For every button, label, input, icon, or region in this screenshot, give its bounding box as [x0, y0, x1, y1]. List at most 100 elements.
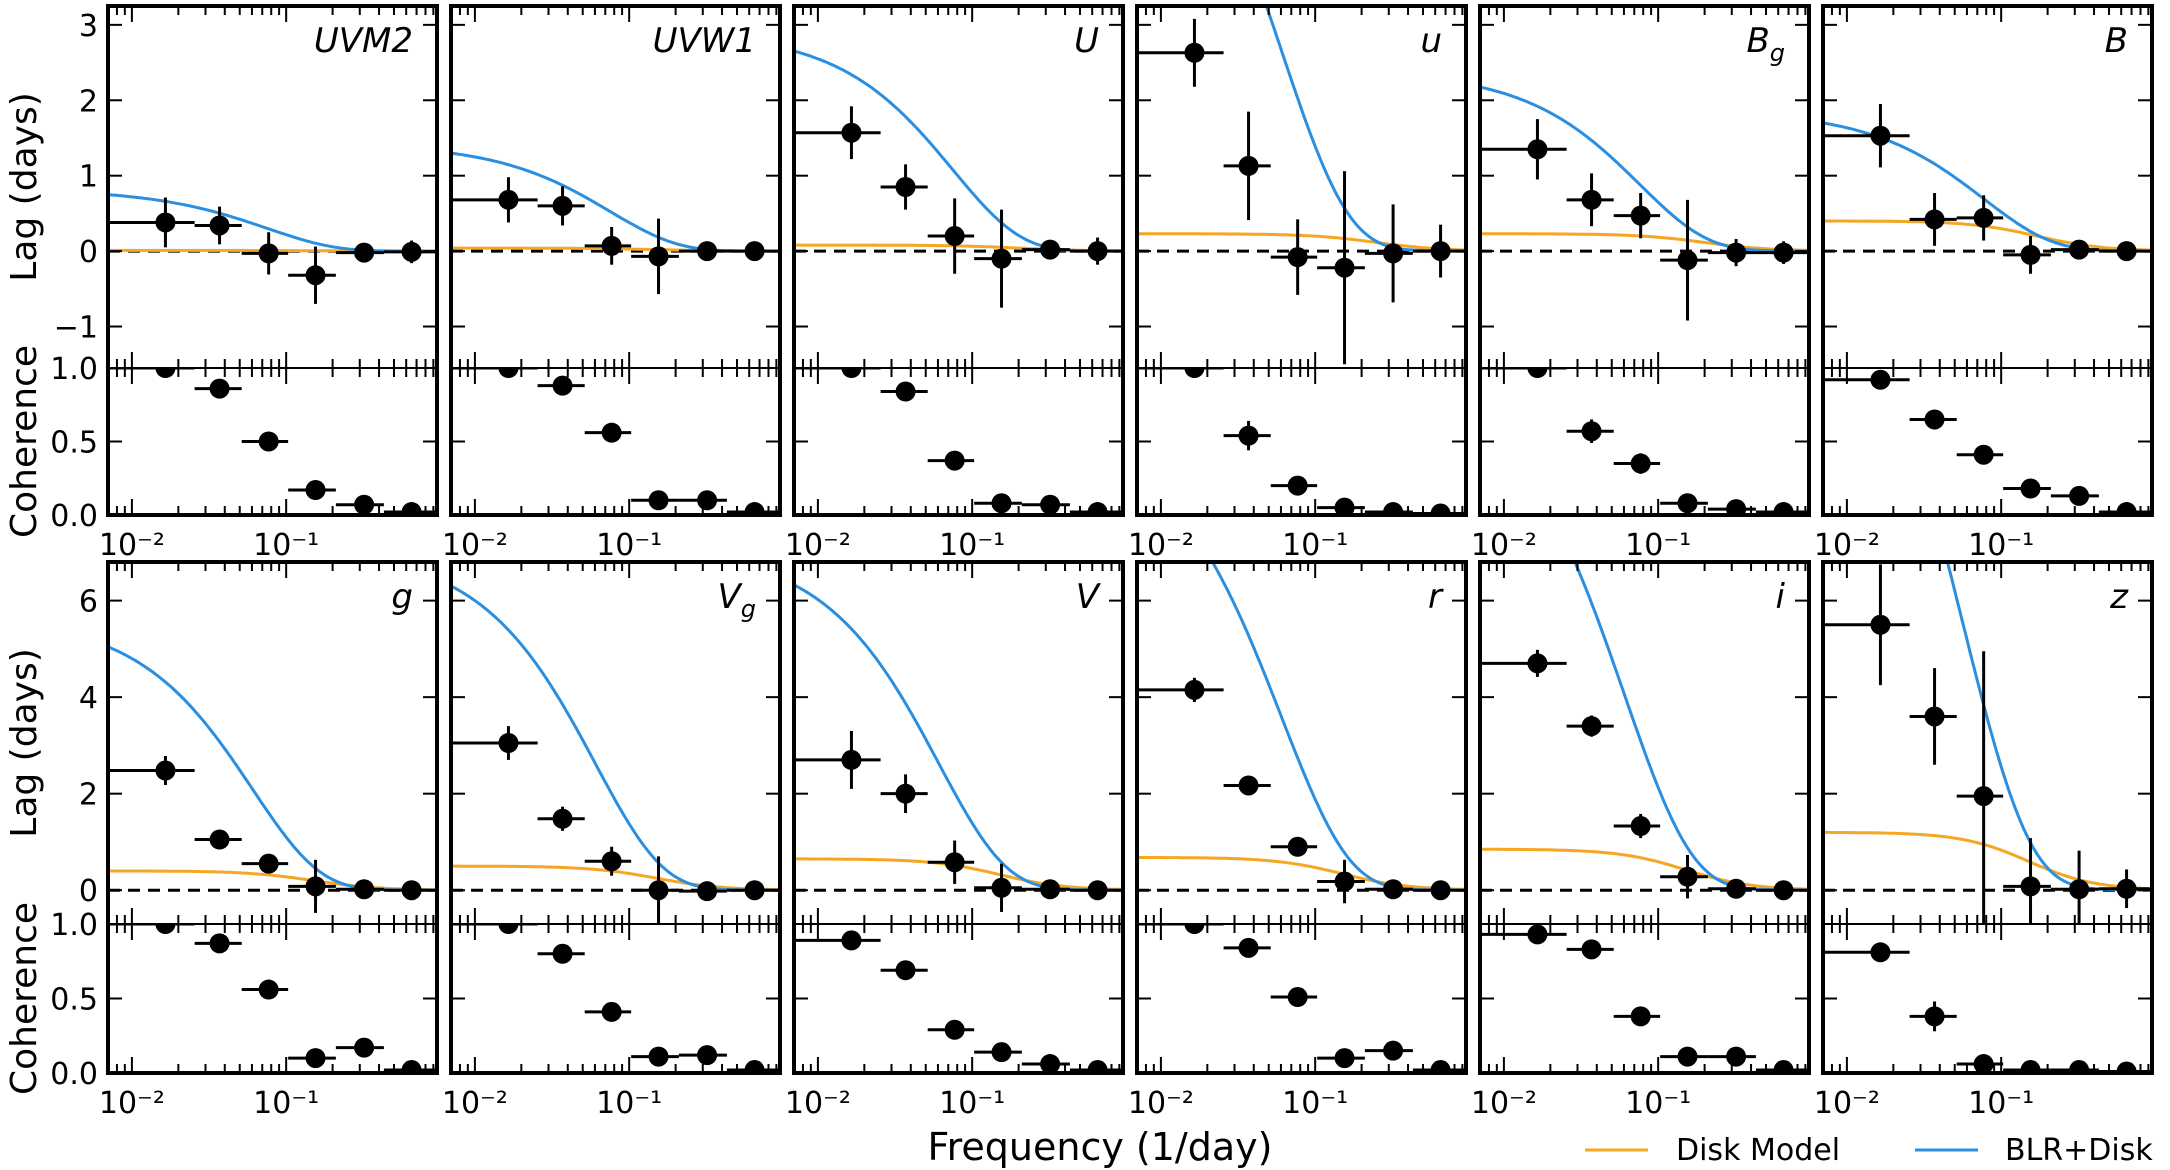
x-tick-label: 10⁻¹ [253, 1086, 319, 1121]
coherence-point [1909, 409, 1957, 430]
lag-y-tick-label: 0 [79, 235, 98, 270]
panel-frame [1821, 4, 2154, 517]
band-name: g [391, 577, 413, 617]
coherence-point [241, 431, 289, 452]
band-label: r [1428, 577, 1444, 617]
coh-marker [2069, 1060, 2090, 1073]
lag-marker [697, 881, 718, 902]
lag-point [288, 859, 336, 913]
panel-frame [449, 560, 782, 1075]
lag-marker [2116, 241, 2137, 262]
blr-disk-model-curve [108, 193, 437, 253]
panel-V-g: 10⁻² 10⁻¹ Vg [442, 560, 782, 1121]
lag-point [335, 879, 384, 900]
lag-marker [2116, 878, 2137, 899]
coh-marker [1087, 502, 1108, 515]
band-name: V [1076, 577, 1102, 617]
coh-marker [305, 480, 326, 501]
coh-marker [601, 1001, 622, 1022]
lag-marker [1581, 189, 1602, 210]
lag-marker [1773, 880, 1794, 901]
x-tick-label: 10⁻² [1128, 1086, 1194, 1121]
lag-marker [1334, 871, 1355, 892]
panel-UVM2: −1 0 1 2 3 0.0 0.5 1.0 10⁻² 10⁻¹ UVM2 [50, 4, 439, 563]
lag-marker [895, 783, 916, 804]
lag-point [678, 241, 727, 262]
lag-marker [155, 212, 176, 233]
lag-marker [552, 195, 573, 216]
coh-marker [1581, 939, 1602, 960]
band-label: Vg [718, 577, 757, 623]
coherence-point [1956, 1054, 2004, 1073]
legend: Disk Model BLR+Disk [1585, 1133, 2153, 1168]
lag-point [1270, 836, 1318, 857]
lag-marker [841, 749, 862, 770]
coh-marker [1870, 942, 1891, 963]
lag-axis-label: Lag (days) [4, 92, 45, 281]
coh-marker [498, 924, 519, 934]
disk-model-curve [451, 864, 780, 892]
lag-marker [2069, 879, 2090, 900]
coherence-point [927, 450, 975, 471]
coh-marker [155, 924, 176, 934]
coh-marker [552, 375, 573, 396]
lag-point [880, 774, 928, 813]
band-label: i [1776, 577, 1786, 617]
lag-marker [354, 242, 375, 263]
lag-marker [1184, 679, 1205, 700]
coherence-point [1069, 1060, 1122, 1073]
coh-marker [1087, 1060, 1108, 1073]
panel-u: 10⁻² 10⁻¹ u [1128, 4, 1468, 563]
lag-marker [552, 808, 573, 829]
lag-marker [648, 880, 669, 901]
lag-y-tick-label: −1 [54, 311, 98, 346]
coh-marker [1287, 475, 1308, 496]
coh-marker [498, 368, 519, 378]
coh-marker [991, 493, 1012, 514]
lag-marker [2069, 239, 2090, 260]
lag-point [1909, 668, 1957, 765]
coh-marker [744, 502, 765, 515]
lag-marker [1383, 243, 1404, 264]
lag-point [631, 856, 679, 924]
lag-marker [354, 879, 375, 900]
coherence-point [1223, 937, 1271, 958]
coherence-point [2003, 1060, 2051, 1073]
coh-marker [1924, 409, 1945, 430]
coh-marker [1287, 987, 1308, 1008]
lag-marker [895, 177, 916, 197]
lag-point [1138, 677, 1224, 702]
lag-point [109, 197, 195, 248]
coh-marker [1773, 502, 1794, 515]
lag-point [1270, 219, 1318, 295]
coherence-point [584, 1001, 632, 1022]
blr-disk-model-curve [794, 583, 1123, 892]
coherence-point [631, 1046, 679, 1067]
lag-marker [1726, 878, 1747, 899]
band-name: B [1746, 21, 1769, 61]
coherence-point [194, 933, 242, 954]
panel-frame [792, 560, 1125, 1075]
coh-marker [1184, 924, 1205, 934]
coh-marker [258, 431, 279, 452]
coh-marker [1040, 494, 1061, 515]
coh-marker [648, 490, 669, 511]
lag-point [2003, 236, 2051, 274]
panel-z: 10⁻² 10⁻¹ z [1814, 560, 2154, 1121]
x-tick-label: 10⁻² [99, 528, 165, 563]
coh-marker [648, 1046, 669, 1067]
lag-point [1660, 854, 1708, 899]
lag-point [1566, 173, 1614, 227]
coherence-point [241, 979, 289, 1000]
coherence-point [795, 368, 881, 378]
coherence-point [880, 960, 928, 981]
coh-marker [2069, 485, 2090, 506]
band-name: u [1420, 21, 1442, 61]
coh-marker [1973, 1054, 1994, 1073]
lag-point [927, 840, 975, 884]
band-label: UVW1 [653, 21, 756, 61]
lag-marker [258, 853, 279, 874]
lag-marker [1773, 242, 1794, 263]
coh-marker [697, 1045, 718, 1066]
lag-y-tick-label: 0 [79, 874, 98, 909]
